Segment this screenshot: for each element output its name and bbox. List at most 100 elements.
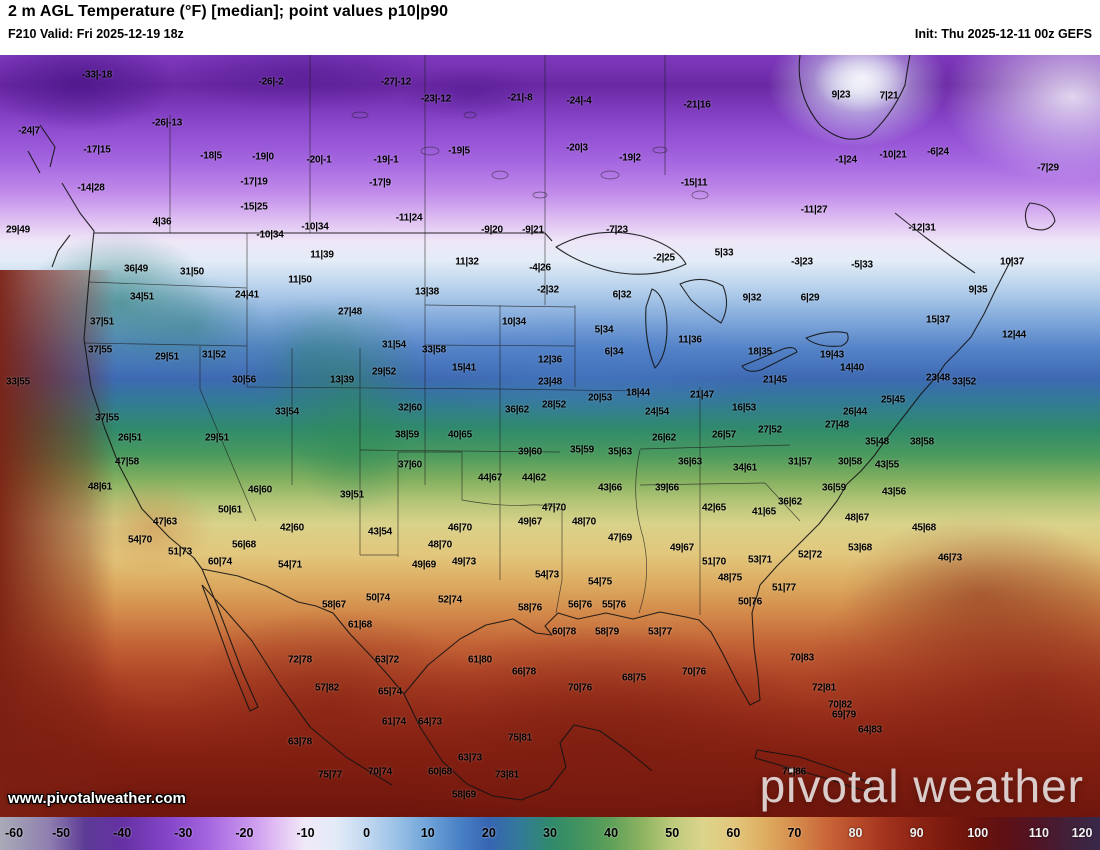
point-value: 63|72 <box>374 654 400 666</box>
point-value: 33|54 <box>274 406 300 418</box>
coastline-borders <box>27 55 1056 801</box>
point-value: 51|77 <box>771 582 797 594</box>
colorbar-tick-label: 0 <box>363 826 371 840</box>
point-value: -12|31 <box>908 222 936 234</box>
point-value: 11|36 <box>678 334 702 346</box>
point-value: 58|76 <box>517 602 543 614</box>
colorbar-ticks: -60 -50 -40 -30 -20 -10 0 10 20 30 40 50 60 70 80 90 100… <box>0 817 1100 850</box>
point-value: 37|55 <box>87 344 113 356</box>
point-value: 48|61 <box>87 481 113 493</box>
point-value: 63|78 <box>287 736 313 748</box>
point-value: 30|56 <box>231 374 257 386</box>
point-value: 20|53 <box>587 392 613 404</box>
point-value: 29|52 <box>371 366 397 378</box>
point-value: 37|60 <box>397 459 423 471</box>
point-value: 37|55 <box>94 412 120 424</box>
point-value: 29|51 <box>204 432 230 444</box>
point-value: -23|-12 <box>420 93 452 105</box>
point-value: 70|82 <box>827 699 853 711</box>
point-value: -33|-18 <box>81 69 113 81</box>
point-value: 60|78 <box>551 626 577 638</box>
lakes-detail <box>351 111 709 200</box>
point-value: -24|-4 <box>566 95 592 107</box>
point-value: 50|76 <box>737 596 763 608</box>
point-value: 70|76 <box>567 682 593 694</box>
colorbar-tick-label: 80 <box>848 826 863 840</box>
point-value: -19|2 <box>619 152 641 164</box>
point-value: 4|36 <box>152 216 172 228</box>
point-value: 54|73 <box>534 569 560 581</box>
point-value: 46|60 <box>247 484 273 496</box>
point-value: -11|27 <box>800 204 828 216</box>
gulf-warm-area <box>365 625 835 817</box>
point-value: 6|32 <box>612 289 632 301</box>
point-value: 23|48 <box>537 376 563 388</box>
point-value: 18|35 <box>747 346 773 358</box>
point-value: 43|54 <box>367 526 393 538</box>
point-value: 9|35 <box>968 284 988 296</box>
point-value: 6|34 <box>604 346 624 358</box>
point-value: 18|44 <box>625 387 651 399</box>
point-value: 60|68 <box>427 766 453 778</box>
point-value: 49|67 <box>669 542 695 554</box>
point-value: 26|44 <box>842 406 868 418</box>
point-value: 47|70 <box>541 502 567 514</box>
point-value: 52|72 <box>797 549 823 561</box>
point-value: 43|55 <box>874 459 900 471</box>
point-value: 42|65 <box>701 502 727 514</box>
point-value: 23|48 <box>925 372 951 384</box>
point-value: 37|51 <box>89 316 115 328</box>
point-value: 16|53 <box>731 402 757 414</box>
colorbar-tick-label: -30 <box>174 826 193 840</box>
point-value: -21|16 <box>683 99 711 111</box>
point-value: 36|59 <box>821 482 847 494</box>
colorbar-tick-label: 110 <box>1028 826 1049 840</box>
map-title: 2 m AGL Temperature (°F) [median]; point… <box>8 3 449 20</box>
point-value: 35|63 <box>607 446 633 458</box>
point-value: -19|0 <box>252 151 274 163</box>
point-value: 7|21 <box>879 90 899 102</box>
point-value: -6|24 <box>927 146 949 158</box>
point-value: 42|60 <box>279 522 305 534</box>
point-value: 39|60 <box>517 446 543 458</box>
point-value: 39|66 <box>654 482 680 494</box>
point-value: 38|59 <box>394 429 420 441</box>
point-value: 64|83 <box>857 724 883 736</box>
point-value: 66|78 <box>511 666 537 678</box>
point-value: 61|68 <box>347 619 373 631</box>
point-value: 35|59 <box>569 444 595 456</box>
point-value: 46|70 <box>447 522 473 534</box>
point-value: 39|51 <box>339 489 365 501</box>
point-value: 11|32 <box>455 256 479 268</box>
point-value: 19|43 <box>819 349 845 361</box>
watermark-brand: pivotal weather <box>759 760 1084 812</box>
point-value: 51|70 <box>701 556 727 568</box>
point-value: 31|52 <box>201 349 227 361</box>
point-value: -15|25 <box>240 201 268 213</box>
point-value: 14|40 <box>839 362 865 374</box>
point-value: 54|75 <box>587 576 613 588</box>
point-value: 60|74 <box>207 556 233 568</box>
point-value: -26|-13 <box>151 117 183 129</box>
point-value: 79|86 <box>781 766 807 778</box>
point-value: 44|67 <box>477 472 503 484</box>
point-value: 64|73 <box>417 716 443 728</box>
colorbar-tick-label: 40 <box>604 826 619 840</box>
point-value: 5|33 <box>714 247 734 259</box>
point-value: -10|34 <box>301 221 329 233</box>
point-value: 50|61 <box>217 504 243 516</box>
map-header: 2 m AGL Temperature (°F) [median]; point… <box>0 0 1100 55</box>
colorbar-gradient <box>0 817 1100 850</box>
point-value: 10|34 <box>501 316 527 328</box>
point-value: -15|11 <box>680 177 708 189</box>
point-value: 11|39 <box>310 249 334 261</box>
point-values-layer: -33|-18 -26|-2 -27|-12 -23|-12 -21|-8 -24|-4 -… <box>0 55 1100 817</box>
point-value: 48|75 <box>717 572 743 584</box>
point-value: 54|71 <box>277 559 303 571</box>
colorbar-tick-label: 100 <box>967 826 989 840</box>
valid-time-label: F210 Valid: Fri 2025-12-19 18z <box>8 27 184 41</box>
point-value: 58|69 <box>451 789 477 801</box>
point-value: 49|73 <box>451 556 477 568</box>
point-value: 36|62 <box>504 404 530 416</box>
